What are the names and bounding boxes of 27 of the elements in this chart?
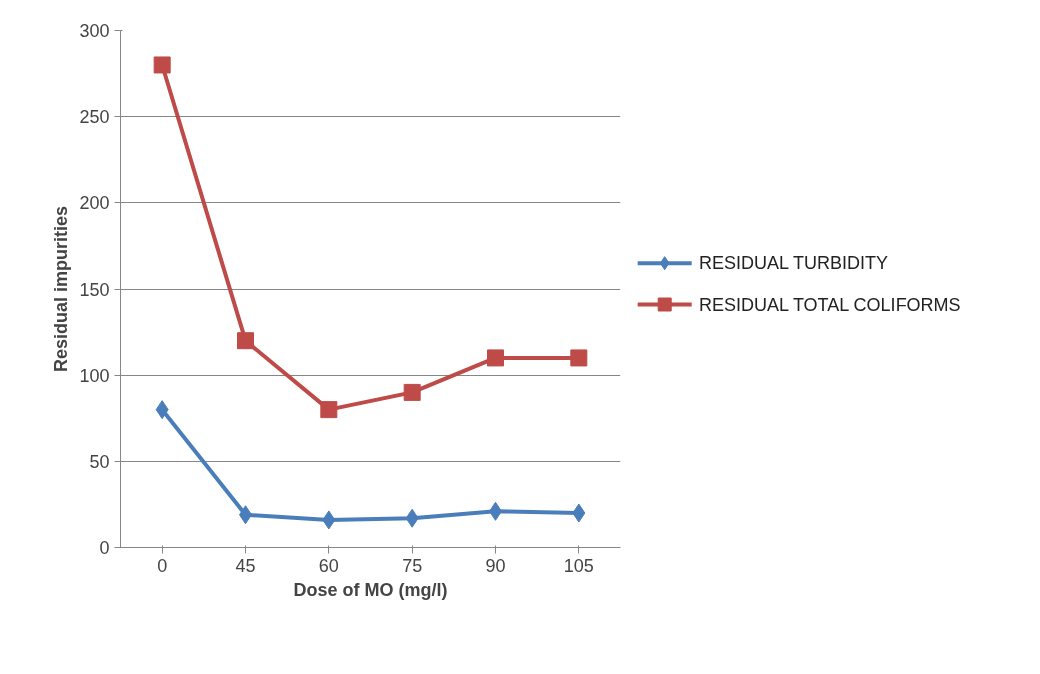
point [237, 332, 254, 350]
x-tick-label: 45 [235, 555, 256, 576]
y-tick-label: 200 [79, 193, 110, 214]
y-tick-label: 100 [79, 365, 110, 386]
x-axis-title: Dose of MO (mg/l) [293, 579, 448, 600]
point [153, 56, 171, 74]
point [570, 349, 588, 367]
legend-label: RESIDUAL TOTAL COLIFORMS [698, 294, 961, 315]
point [320, 401, 338, 419]
y-tick-label: 300 [79, 21, 110, 41]
x-tick-label: 90 [485, 555, 506, 576]
y-tick-label: 50 [89, 451, 110, 472]
y-axis-title: Residual impurities [51, 205, 72, 373]
point [572, 503, 586, 523]
legend-label: RESIDUAL TURBIDITY [698, 253, 888, 274]
point [322, 510, 336, 530]
x-tick-label: 105 [563, 555, 594, 576]
y-tick-label: 250 [79, 107, 110, 128]
x-tick-label: 0 [157, 555, 168, 576]
x-tick-label: 75 [402, 555, 423, 576]
point [155, 400, 169, 420]
y-tick-label: 150 [79, 279, 110, 300]
point [487, 349, 504, 367]
point [405, 508, 419, 528]
x-tick-label: 60 [318, 555, 339, 576]
point [403, 383, 421, 401]
y-tick-label: 0 [99, 538, 110, 558]
